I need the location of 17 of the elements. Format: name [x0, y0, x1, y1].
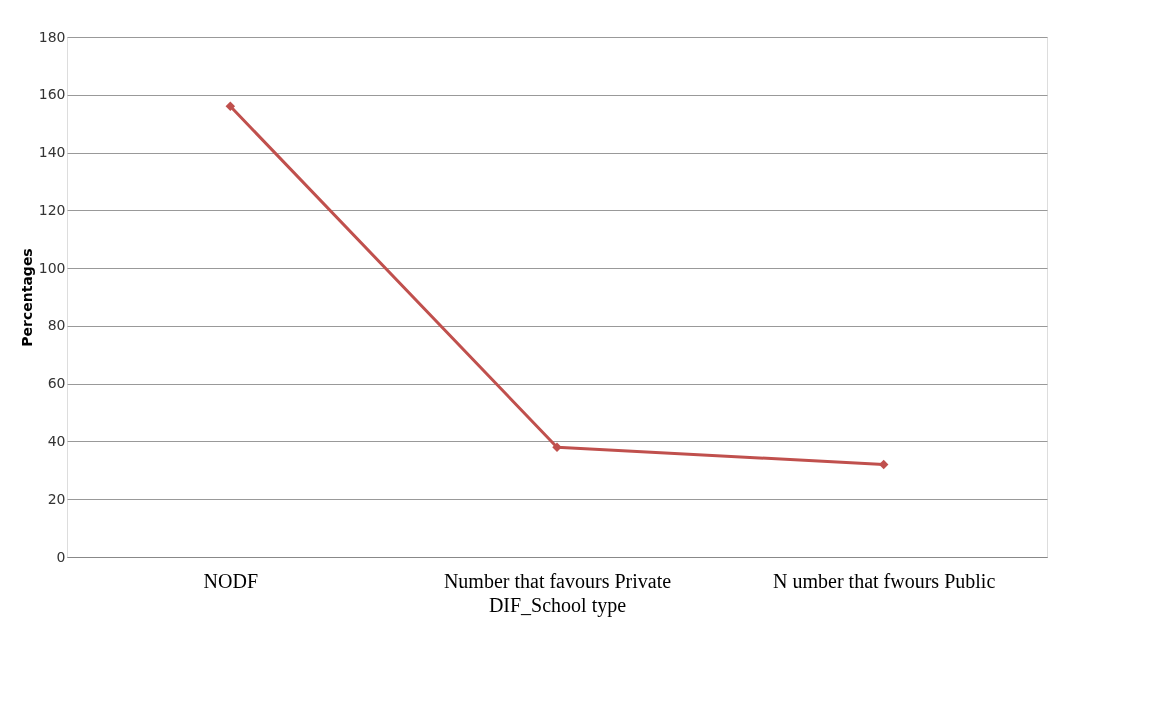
y-tick-label: 140 — [38, 144, 66, 161]
x-tick-label: NODF — [203, 569, 259, 592]
y-tick-label: 120 — [38, 201, 66, 218]
y-tick-label: 20 — [47, 490, 66, 507]
y-tick-label: 160 — [38, 86, 66, 103]
y-tick-label: 40 — [47, 432, 66, 449]
x-axis-title: DIF_School type — [488, 593, 627, 617]
point — [878, 459, 889, 470]
y-tick-label: 100 — [38, 259, 66, 276]
y-tick-label: 180 — [38, 28, 66, 45]
y-tick-label: 0 — [56, 548, 66, 565]
y-axis-title: Percentages — [18, 248, 35, 347]
y-tick-label: 80 — [47, 317, 66, 334]
x-tick-label: Number that favours Private — [443, 569, 672, 592]
y-tick-label: 60 — [47, 375, 66, 392]
x-tick-label: N umber that fwours Public — [773, 569, 996, 592]
point — [225, 101, 236, 112]
